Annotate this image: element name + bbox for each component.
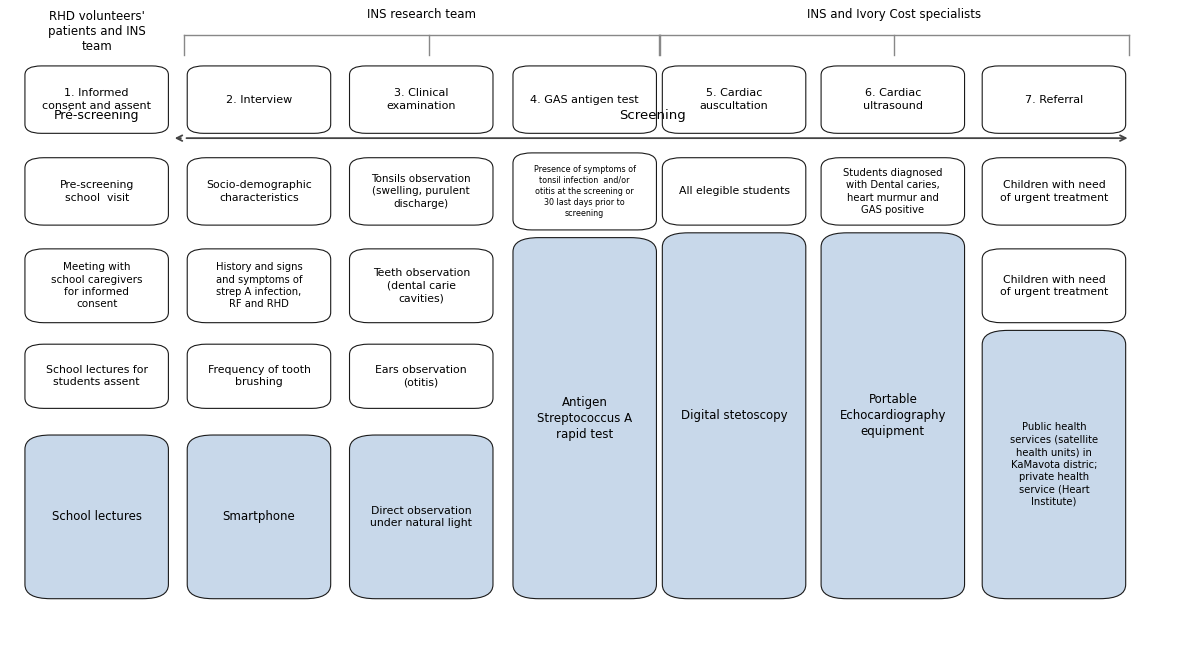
Text: INS research team: INS research team	[367, 8, 476, 21]
FancyBboxPatch shape	[187, 249, 331, 323]
Text: Pre-screening
school  visit: Pre-screening school visit	[60, 180, 134, 202]
FancyBboxPatch shape	[187, 435, 331, 599]
FancyBboxPatch shape	[512, 153, 656, 230]
FancyBboxPatch shape	[25, 66, 168, 134]
Text: School lectures: School lectures	[52, 510, 142, 523]
Text: Presence of symptoms of
tonsil infection  and/or
otitis at the screening or
30 l: Presence of symptoms of tonsil infection…	[534, 164, 636, 218]
Text: Smartphone: Smartphone	[222, 510, 295, 523]
Text: 6. Cardiac
ultrasound: 6. Cardiac ultrasound	[863, 88, 923, 111]
FancyBboxPatch shape	[982, 66, 1126, 134]
FancyBboxPatch shape	[982, 158, 1126, 225]
Text: 1. Informed
consent and assent: 1. Informed consent and assent	[42, 88, 151, 111]
FancyBboxPatch shape	[512, 66, 656, 134]
FancyBboxPatch shape	[512, 238, 656, 599]
Text: Ears observation
(otitis): Ears observation (otitis)	[376, 365, 467, 388]
Text: History and signs
and symptoms of
strep A infection,
RF and RHD: History and signs and symptoms of strep …	[216, 262, 302, 309]
Text: Children with need
of urgent treatment: Children with need of urgent treatment	[1000, 274, 1108, 297]
FancyBboxPatch shape	[25, 344, 168, 408]
Text: Students diagnosed
with Dental caries,
heart murmur and
GAS positive: Students diagnosed with Dental caries, h…	[844, 168, 942, 215]
FancyBboxPatch shape	[821, 158, 965, 225]
Text: School lectures for
students assent: School lectures for students assent	[46, 365, 148, 388]
FancyBboxPatch shape	[662, 233, 806, 599]
Text: 3. Clinical
examination: 3. Clinical examination	[386, 88, 456, 111]
Text: RHD volunteers'
patients and INS
team: RHD volunteers' patients and INS team	[48, 10, 145, 53]
FancyBboxPatch shape	[187, 66, 331, 134]
Text: All elegible students: All elegible students	[678, 187, 790, 196]
FancyBboxPatch shape	[662, 158, 806, 225]
FancyBboxPatch shape	[821, 233, 965, 599]
FancyBboxPatch shape	[349, 249, 493, 323]
Text: 2. Interview: 2. Interview	[226, 94, 292, 105]
Text: Pré-screening: Pré-screening	[54, 109, 139, 122]
Text: Teeth observation
(dental carie
cavities): Teeth observation (dental carie cavities…	[373, 269, 470, 303]
FancyBboxPatch shape	[25, 249, 168, 323]
Text: 5. Cardiac
auscultation: 5. Cardiac auscultation	[700, 88, 768, 111]
FancyBboxPatch shape	[349, 435, 493, 599]
Text: 4. GAS antigen test: 4. GAS antigen test	[530, 94, 640, 105]
FancyBboxPatch shape	[25, 435, 168, 599]
Text: Screening: Screening	[619, 109, 686, 122]
Text: 7. Referral: 7. Referral	[1025, 94, 1084, 105]
FancyBboxPatch shape	[662, 66, 806, 134]
Text: Antigen
Streptococcus A
rapid test: Antigen Streptococcus A rapid test	[538, 396, 632, 441]
FancyBboxPatch shape	[982, 249, 1126, 323]
Text: Portable
Echocardiography
equipment: Portable Echocardiography equipment	[840, 393, 946, 438]
Text: Frequency of tooth
brushing: Frequency of tooth brushing	[208, 365, 311, 388]
FancyBboxPatch shape	[982, 330, 1126, 599]
FancyBboxPatch shape	[349, 66, 493, 134]
Text: Digital stetoscopy: Digital stetoscopy	[680, 409, 787, 422]
Text: INS and Ivory Cost specialists: INS and Ivory Cost specialists	[806, 8, 982, 21]
Text: Socio-demographic
characteristics: Socio-demographic characteristics	[206, 180, 312, 202]
Text: Public health
services (satellite
health units) in
KaMavota distric;
private hea: Public health services (satellite health…	[1010, 422, 1098, 507]
Text: Tonsils observation
(swelling, purulent
discharge): Tonsils observation (swelling, purulent …	[372, 174, 472, 209]
Text: Children with need
of urgent treatment: Children with need of urgent treatment	[1000, 180, 1108, 202]
FancyBboxPatch shape	[821, 66, 965, 134]
Text: Meeting with
school caregivers
for informed
consent: Meeting with school caregivers for infor…	[50, 262, 143, 309]
FancyBboxPatch shape	[25, 158, 168, 225]
FancyBboxPatch shape	[187, 158, 331, 225]
Text: Direct observation
under natural light: Direct observation under natural light	[371, 506, 472, 528]
FancyBboxPatch shape	[187, 344, 331, 408]
FancyBboxPatch shape	[349, 158, 493, 225]
FancyBboxPatch shape	[349, 344, 493, 408]
